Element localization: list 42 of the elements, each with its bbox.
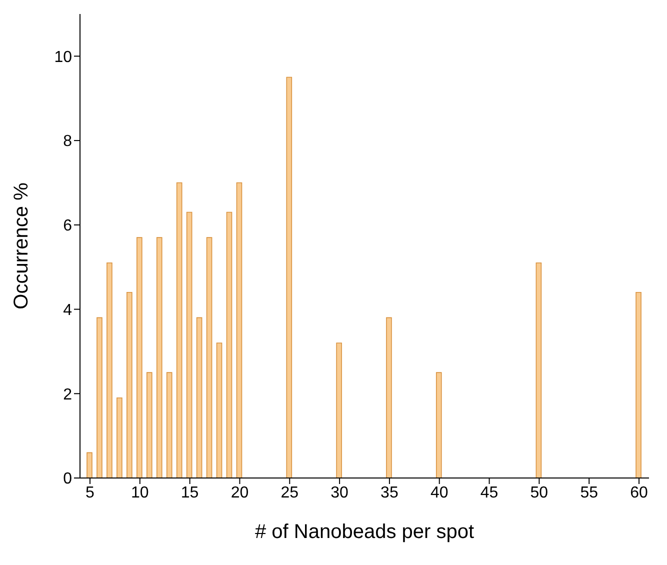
bar [146,372,152,478]
bar [106,262,112,478]
bar [206,237,212,478]
y-tick-label: 2 [63,386,72,404]
x-tick-label: 45 [480,484,498,502]
x-tick-label: 40 [430,484,448,502]
x-tick-label: 20 [230,484,249,502]
y-tick-label: 4 [63,302,72,319]
bar [336,342,342,478]
x-tick-label: 50 [530,484,548,502]
bar [636,292,642,478]
bar [186,212,192,478]
x-tick-label: 5 [86,484,95,502]
bar [236,182,242,478]
bar [96,317,102,478]
bar [286,76,292,478]
x-tick-label: 15 [180,484,199,502]
bar [436,372,442,478]
bar [136,237,142,478]
y-tick-label: 6 [63,218,72,235]
bar [116,397,122,478]
bar [176,182,182,478]
x-tick-label: 25 [280,484,299,502]
bar [126,292,132,478]
bar [156,237,162,478]
bar [86,452,92,478]
y-tick-label: 8 [63,133,72,150]
bar [536,262,542,478]
y-tick-label: 0 [63,470,72,488]
y-tick-label: 10 [54,48,72,66]
bar [386,317,392,478]
bar [166,372,172,478]
y-axis-title: Occurrence % [10,182,34,310]
x-axis-title: # of Nanobeads per spot [254,521,474,543]
bar [216,342,222,478]
x-tick-label: 60 [630,484,648,502]
bar [196,317,202,478]
bar [226,212,232,478]
x-tick-label: 10 [130,484,149,502]
x-tick-label: 55 [580,484,598,502]
x-tick-label: 30 [330,484,349,502]
x-tick-label: 35 [380,484,398,502]
